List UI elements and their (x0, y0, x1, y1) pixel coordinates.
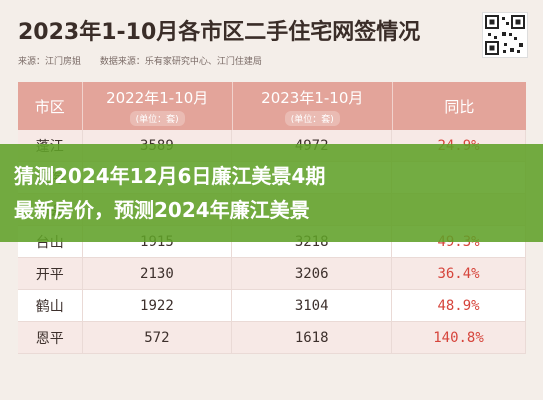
qr-code-icon (482, 12, 528, 58)
header-unit: (单位：套) (129, 110, 185, 126)
header-yoy: 同比 (444, 97, 475, 116)
cell-2023: 3104 (232, 290, 393, 321)
cell-2022: 2130 (83, 258, 233, 289)
headline-banner[interactable]: 猜测2024年12月6日廉江美景4期 最新房价，预测2024年廉江美景 (0, 144, 543, 242)
cell-yoy: 36.4% (392, 258, 526, 289)
cell-2022: 1922 (83, 290, 233, 321)
header-2022: 2022年1-10月 (单位：套) (83, 82, 233, 130)
table-row: 恩平 572 1618 140.8% (18, 322, 526, 354)
cell-2022: 572 (83, 322, 233, 353)
table-row: 鹤山 1922 3104 48.9% (18, 290, 526, 322)
header-unit: (单位：套) (284, 110, 340, 126)
chart-title: 2023年1-10月各市区二手住宅网签情况 (18, 20, 421, 45)
cell-city: 开平 (18, 258, 83, 289)
cell-city: 恩平 (18, 322, 83, 353)
table-header: 市区 2022年1-10月 (单位：套) 2023年1-10月 (单位：套) 同… (18, 82, 526, 130)
source-line: 来源：江门房姐 数据来源：乐有家研究中心、江门住建局 (18, 54, 278, 67)
source-data: 数据来源：乐有家研究中心、江门住建局 (99, 57, 262, 67)
headline-line-1: 猜测2024年12月6日廉江美景4期 (14, 164, 326, 188)
header-city: 市区 (18, 82, 83, 130)
cell-city: 鹤山 (18, 290, 83, 321)
source-author: 来源：江门房姐 (18, 57, 82, 67)
headline-line-2: 最新房价，预测2024年廉江美景 (14, 198, 310, 222)
cell-yoy: 140.8% (392, 322, 526, 353)
cell-yoy: 48.9% (392, 290, 526, 321)
table-row: 开平 2130 3206 36.4% (18, 258, 526, 290)
cell-2023: 3206 (232, 258, 393, 289)
cell-2023: 1618 (232, 322, 393, 353)
header-2023: 2023年1-10月 (单位：套) (233, 82, 393, 130)
